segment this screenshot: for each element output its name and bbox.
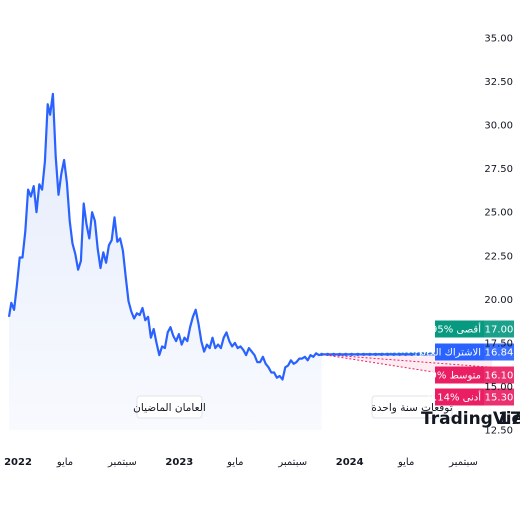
forecast-period-box [371, 395, 453, 419]
watermark-text: TradingView [421, 409, 520, 429]
forecast-marker [332, 352, 336, 356]
target-tag-label: −9.14% أدنى [419, 391, 481, 404]
x-tick-label: مايو [56, 457, 73, 468]
x-tick-label: مايو [397, 457, 414, 468]
target-tag-value-bg [484, 366, 514, 384]
forecast-target-tags: +0.95% أقصى 17.00 الاشتراك الحالي 16.84 −4.3… [406, 320, 514, 406]
target-tag-label: الاشتراك الحالي [415, 348, 481, 359]
x-tick-label: سبتمبر [277, 457, 307, 468]
forecast-marker [416, 352, 420, 356]
forecast-marker [422, 352, 426, 356]
target-tag-value-bg [484, 343, 514, 361]
y-tick-label: 20.00 [484, 295, 513, 306]
forecast-marker [410, 352, 414, 356]
tradingview-logo-icon: 17 [498, 409, 520, 429]
y-tick-label: 30.00 [484, 121, 513, 132]
y-tick-label: 25.00 [484, 208, 513, 219]
target-tag-label-bg [435, 366, 484, 384]
target-tag-value: 15.30 [485, 393, 514, 404]
target-tag-low: −9.14% أدنى 15.30 [419, 388, 514, 406]
y-tick-label: 15.00 [484, 382, 513, 393]
forecast-marker [398, 352, 402, 356]
forecast-marker [350, 352, 354, 356]
target-tag-value: 16.10 [485, 371, 514, 382]
history-area [9, 93, 322, 431]
y-tick-label: 22.50 [484, 251, 513, 262]
target-tag-high: +0.95% أقصى 17.00 [413, 320, 514, 338]
forecast-marker [428, 352, 432, 356]
forecast-marker [386, 352, 390, 356]
history-period-label: العامان الماضيان [133, 402, 206, 414]
forecast-line-low [321, 353, 493, 382]
target-tag-label-bg [435, 320, 484, 338]
forecast-marker [392, 352, 396, 356]
y-tick-label: 32.50 [484, 77, 513, 88]
target-tag-label-bg [435, 388, 484, 406]
target-tag-label: +0.95% أقصى [413, 323, 481, 336]
y-tick-label: 27.50 [484, 164, 513, 175]
x-tick-label: مايو [226, 457, 243, 468]
target-tag-value-bg [484, 320, 514, 338]
forecast-marker [380, 352, 384, 356]
target-tag-value: 16.84 [485, 348, 514, 359]
target-tag-current: الاشتراك الحالي 16.84 [415, 343, 514, 361]
history-period-box [136, 395, 203, 419]
forecast-marker [368, 352, 372, 356]
y-axis: 35.00 32.50 30.00 27.50 25.00 22.50 20.00 17.50… [484, 34, 513, 437]
forecast-marker [356, 352, 360, 356]
forecast-marker [404, 352, 408, 356]
x-tick-label: 2022 [4, 457, 32, 468]
x-axis: 2022 مايو سبتمبر 2023 مايو سبتمبر 2024 مايو سبتم… [4, 457, 478, 468]
forecast-marker [326, 352, 330, 356]
forecast-period-label: توقعات سنة واحدة [371, 402, 452, 414]
y-tick-label: 12.50 [484, 426, 513, 437]
tradingview-watermark: TradingView 17 [421, 409, 520, 429]
y-tick-label: 35.00 [484, 34, 513, 45]
y-tick-label: 17.50 [484, 338, 513, 349]
x-tick-label: 2023 [165, 457, 193, 468]
forecast-marker [344, 352, 348, 356]
target-tag-label: −4.39% متوسط [406, 371, 481, 382]
x-tick-label: سبتمبر [448, 457, 478, 468]
forecast-band [321, 354, 492, 382]
history-series [7, 92, 322, 431]
target-tag-average: −4.39% متوسط 16.10 [406, 366, 514, 384]
target-tag-value-bg [484, 388, 514, 406]
x-tick-label: 2024 [336, 457, 364, 468]
history-line [7, 92, 322, 381]
target-tag-label-bg [435, 343, 484, 361]
forecast-marker [320, 352, 324, 356]
forecast-line-average [321, 353, 493, 368]
forecast-marker [374, 352, 378, 356]
x-tick-label: سبتمبر [107, 457, 137, 468]
forecast-marker [362, 352, 366, 356]
forecast-marker [338, 352, 342, 356]
target-tag-value: 17.00 [485, 325, 514, 336]
